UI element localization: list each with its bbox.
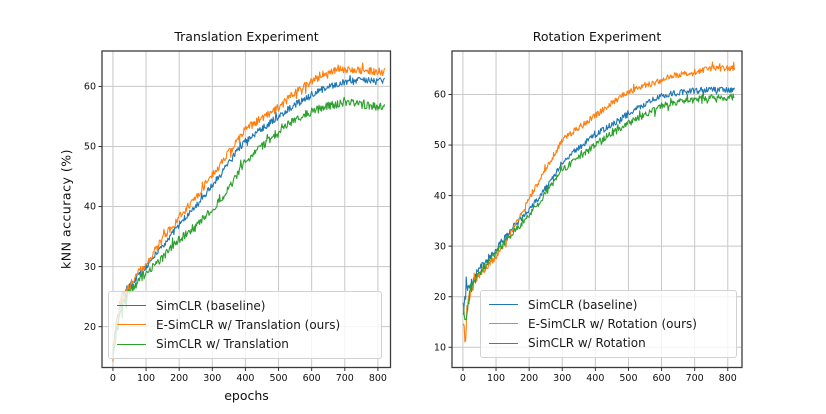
y-tick-label: 20 (434, 292, 446, 303)
x-tick-label: 400 (236, 373, 254, 384)
x-tick-label: 200 (170, 373, 188, 384)
y-tick-label: 60 (434, 90, 446, 101)
y-tick-label: 30 (84, 262, 96, 273)
x-tick-label: 700 (686, 373, 704, 384)
x-tick-label: 0 (110, 373, 116, 384)
x-tick-label: 700 (336, 373, 354, 384)
x-tick-label: 600 (652, 373, 670, 384)
plot-frame (101, 50, 392, 369)
legend-line-sample (489, 342, 518, 344)
legend-item: E-SimCLR w/ Translation (ours) (117, 315, 373, 334)
right-chart-title: Rotation Experiment (532, 29, 662, 44)
legend-line-sample (489, 323, 518, 325)
series-line-orange (112, 62, 386, 362)
x-tick-label: 100 (487, 373, 505, 384)
y-tick-label: 30 (434, 241, 446, 252)
series-line-blue (462, 86, 735, 315)
series-line-blue (112, 75, 385, 358)
legend-item: SimCLR (baseline) (117, 296, 373, 315)
left-legend: SimCLR (baseline) E-SimCLR w/ Translation… (108, 291, 382, 359)
x-tick-label: 500 (269, 373, 287, 384)
legend-label: SimCLR w/ Rotation (528, 336, 646, 351)
x-tick-label: 600 (303, 373, 321, 384)
legend-label: SimCLR (baseline) (528, 297, 638, 312)
legend-label: E-SimCLR w/ Translation (ours) (156, 317, 341, 332)
x-axis-label: epochs (224, 388, 269, 403)
legend-line-sample (117, 324, 146, 326)
series-line-green (462, 93, 735, 321)
legend-label: SimCLR w/ Translation (156, 337, 289, 352)
legend-item: E-SimCLR w/ Rotation (ours) (489, 314, 728, 333)
legend-label: SimCLR (baseline) (156, 298, 266, 313)
left-chart-title: Translation Experiment (174, 29, 319, 44)
axes-0: 0 100 200 300 400 500 600 700 800 20 30 40 50 60 (84, 50, 392, 384)
y-tick-label: 20 (84, 322, 96, 333)
legend-line-sample (117, 343, 146, 345)
legend-line-sample (117, 305, 146, 307)
x-tick-label: 100 (137, 373, 155, 384)
x-tick-label: 200 (520, 373, 538, 384)
legend-label: E-SimCLR w/ Rotation (ours) (528, 316, 697, 331)
series-line-green (112, 96, 386, 354)
legend-item: SimCLR (baseline) (489, 295, 728, 314)
x-tick-label: 500 (619, 373, 637, 384)
x-tick-label: 800 (719, 373, 737, 384)
y-tick-label: 50 (84, 142, 96, 153)
legend-item: SimCLR w/ Translation (117, 335, 373, 354)
right-legend: SimCLR (baseline) E-SimCLR w/ Rotation (o… (480, 290, 737, 358)
y-axis-label: kNN accuracy (%) (58, 149, 74, 269)
x-tick-label: 400 (586, 373, 604, 384)
plot-frame (451, 50, 743, 369)
y-tick-label: 50 (434, 140, 446, 151)
x-tick-label: 800 (369, 373, 387, 384)
x-tick-label: 0 (460, 373, 466, 384)
legend-item: SimCLR w/ Rotation (489, 334, 728, 353)
legend-line-sample (489, 304, 518, 306)
x-tick-label: 300 (203, 373, 221, 384)
y-tick-label: 40 (84, 202, 96, 213)
y-tick-label: 10 (434, 342, 446, 353)
y-tick-label: 60 (84, 82, 96, 93)
y-tick-label: 40 (434, 191, 446, 202)
x-tick-label: 300 (553, 373, 571, 384)
